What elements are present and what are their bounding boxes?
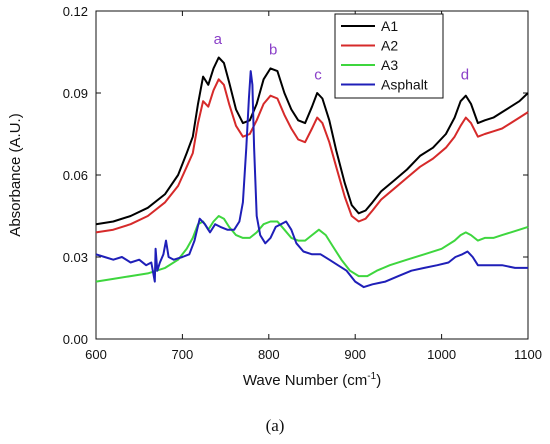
series-line-a2	[95, 78, 529, 234]
legend-label-a1: A1	[381, 18, 398, 34]
plot-frame	[95, 10, 529, 340]
legend-label-a2: A2	[381, 38, 398, 54]
x-tick-label: 800	[258, 347, 280, 362]
y-tick-label: 0.03	[63, 250, 88, 265]
figure-caption: (a)	[265, 416, 285, 435]
x-tick-label: 600	[85, 347, 107, 362]
x-tick-label: 900	[344, 347, 366, 362]
series-layer	[95, 56, 529, 289]
x-tick-label: 1000	[427, 347, 456, 362]
x-axis-title-end: )	[376, 372, 381, 389]
y-axis-title: Absorbance (A.U.)	[7, 113, 24, 236]
y-tick-label: 0.06	[63, 168, 88, 183]
x-tick-label: 1100	[514, 347, 542, 362]
series-line-a3	[95, 215, 529, 283]
legend-label-a3: A3	[381, 57, 398, 73]
series-line-a1	[95, 56, 529, 226]
axis-ticks: 600 700 800 900 1000 1100 0.00 0.03 0.06 0.09 0.12	[63, 4, 542, 362]
x-tick-label: 700	[172, 347, 194, 362]
y-tick-label: 0.09	[63, 86, 88, 101]
series-line-asphalt	[95, 70, 528, 289]
peak-label-d: d	[461, 66, 469, 83]
y-tick-label: 0.12	[63, 4, 88, 19]
peak-label-a: a	[214, 31, 223, 48]
peak-label-c: c	[314, 66, 322, 83]
x-axis-title: Wave Number (cm-1)	[243, 371, 381, 389]
x-axis-title-sup: -1	[367, 371, 376, 382]
y-tick-label: 0.00	[63, 332, 88, 347]
x-axis-title-text: Wave Number (cm	[243, 372, 367, 389]
peak-label-b: b	[269, 42, 277, 59]
legend: A1 A2 A3 Asphalt	[334, 13, 444, 99]
legend-label-asphalt: Asphalt	[381, 77, 428, 93]
peak-labels: a b c d	[214, 31, 469, 84]
absorbance-chart: 600 700 800 900 1000 1100 0.00 0.03 0.06 0.09 0.12…	[7, 4, 542, 389]
